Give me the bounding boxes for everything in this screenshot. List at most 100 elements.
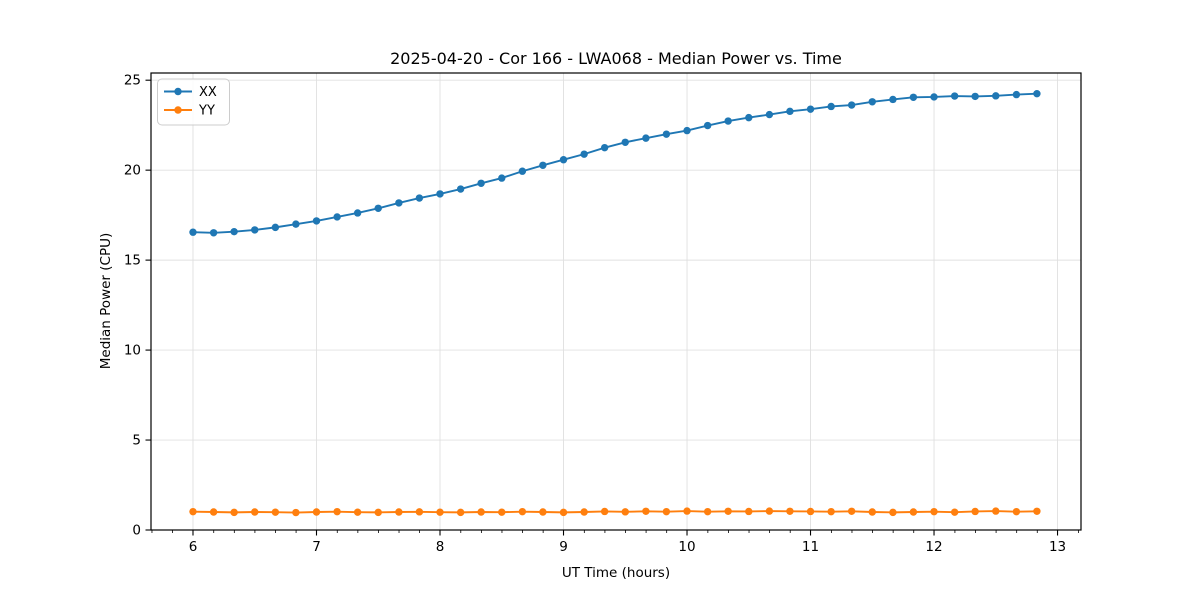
data-point [498, 174, 506, 182]
data-point [724, 117, 732, 125]
data-point [189, 507, 197, 516]
data-point [209, 229, 218, 237]
data-point [580, 150, 588, 158]
data-point [621, 508, 629, 516]
legend-label: XX [199, 85, 217, 100]
data-point [662, 507, 671, 516]
series-XX [189, 89, 1041, 237]
data-point [868, 98, 876, 106]
data-point [477, 179, 485, 187]
data-point [765, 507, 774, 515]
data-point [1033, 507, 1041, 515]
data-point [189, 228, 197, 236]
x-tick-label: 13 [1049, 539, 1066, 555]
data-point [703, 507, 712, 516]
data-point [971, 507, 979, 516]
data-point [312, 217, 321, 225]
series-layer [189, 89, 1041, 517]
data-point [950, 508, 959, 516]
grid-layer [151, 73, 1081, 531]
data-point [539, 508, 547, 516]
data-point [312, 508, 321, 516]
data-point [847, 101, 856, 109]
data-point [642, 507, 650, 515]
data-point [539, 161, 547, 169]
x-tick-label: 12 [925, 539, 942, 555]
data-point [292, 508, 300, 517]
legend-marker [174, 87, 182, 96]
data-point [600, 507, 609, 516]
legend-label: YY [198, 104, 215, 119]
y-tick-label: 5 [132, 433, 141, 449]
data-point [950, 92, 959, 100]
data-point [209, 508, 218, 516]
chart-title: 2025-04-20 - Cor 166 - LWA068 - Median P… [390, 49, 842, 68]
data-point [827, 507, 835, 516]
x-tick-label: 11 [802, 539, 819, 555]
data-point [765, 110, 774, 119]
x-tick-label: 7 [312, 539, 321, 555]
y-tick-label: 10 [124, 343, 141, 359]
data-point [353, 508, 362, 516]
data-point [333, 213, 341, 221]
data-point [436, 508, 444, 516]
data-point [436, 190, 444, 198]
data-point [909, 508, 918, 516]
data-point [786, 507, 794, 515]
data-point [456, 508, 465, 517]
data-point [683, 126, 691, 135]
x-tick-label: 10 [678, 539, 695, 555]
data-point [559, 508, 568, 517]
data-point [909, 93, 918, 101]
data-point [1033, 89, 1041, 98]
data-point [847, 507, 856, 515]
x-axis-label: UT Time (hours) [562, 565, 670, 581]
data-point [827, 102, 835, 111]
y-tick-label: 15 [124, 253, 141, 269]
data-point [415, 508, 424, 516]
data-point [806, 105, 815, 113]
data-point [683, 507, 691, 515]
x-tick-label: 8 [436, 539, 445, 555]
y-tick-label: 0 [132, 523, 141, 539]
data-point [477, 508, 485, 516]
data-point [292, 220, 300, 228]
legend-box [157, 78, 230, 126]
legend-marker [174, 106, 182, 114]
y-tick-label: 20 [124, 163, 141, 179]
data-point [374, 204, 382, 213]
data-point [374, 508, 382, 517]
data-point [456, 185, 465, 193]
data-point [498, 508, 506, 516]
data-point [992, 92, 1000, 100]
plot-border [150, 72, 1082, 531]
data-point [395, 508, 403, 516]
data-point [415, 194, 424, 202]
data-point [1012, 90, 1021, 99]
series-YY [189, 507, 1041, 517]
series-line [192, 92, 1037, 234]
data-point [971, 92, 979, 101]
legend: XX YY [157, 78, 230, 126]
data-point [230, 227, 238, 236]
data-point [642, 134, 650, 142]
data-point [724, 507, 732, 515]
data-point [889, 95, 897, 104]
data-point [889, 508, 897, 517]
data-point [395, 199, 403, 207]
data-point [703, 121, 712, 130]
data-point [662, 130, 671, 138]
data-point [600, 143, 609, 152]
data-point [621, 138, 629, 146]
data-point [333, 507, 341, 516]
y-tick-label: 25 [124, 73, 141, 89]
data-point [786, 107, 794, 116]
y-axis-label: Median Power (CPU) [98, 233, 114, 369]
data-point [271, 508, 280, 516]
data-point [518, 167, 527, 175]
data-point [930, 507, 938, 516]
data-point [271, 223, 280, 232]
x-tick-label: 6 [189, 539, 198, 555]
